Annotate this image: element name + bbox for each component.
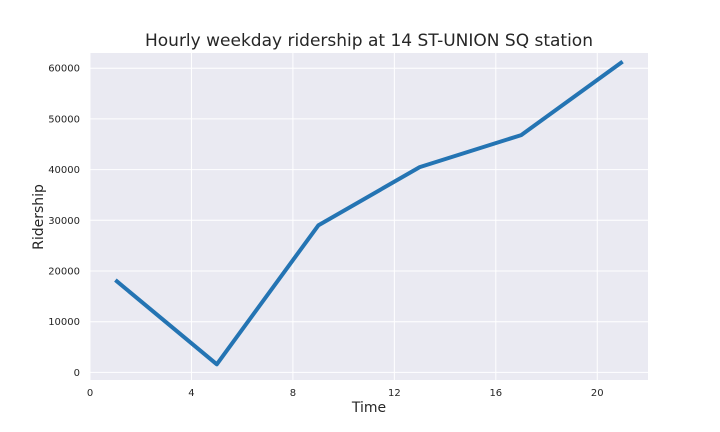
x-tick-label: 20 [591, 388, 604, 399]
y-axis-label: Ridership [31, 184, 47, 250]
plot-area [90, 53, 648, 380]
y-tick-label: 50000 [48, 114, 80, 125]
x-tick-label: 0 [87, 388, 93, 399]
y-tick-label: 0 [74, 368, 80, 379]
y-tick-label: 40000 [48, 165, 80, 176]
x-tick-label: 8 [290, 388, 296, 399]
chart-title: Hourly weekday ridership at 14 ST-UNION … [145, 31, 593, 51]
x-tick-label: 4 [188, 388, 194, 399]
y-tick-label: 60000 [48, 64, 80, 75]
x-axis-label: Time [351, 400, 386, 416]
y-tick-label: 30000 [48, 216, 80, 227]
x-tick-label: 16 [489, 388, 502, 399]
x-axis-ticks: 0 4 8 12 16 20 [87, 388, 604, 399]
y-axis-ticks: 0 10000 20000 30000 40000 50000 60000 [48, 64, 80, 379]
y-tick-label: 20000 [48, 267, 80, 278]
y-tick-label: 10000 [48, 317, 80, 328]
series-line [114, 59, 624, 367]
grid-lines [89, 53, 648, 380]
series-layer [114, 59, 624, 367]
x-tick-label: 12 [388, 388, 401, 399]
